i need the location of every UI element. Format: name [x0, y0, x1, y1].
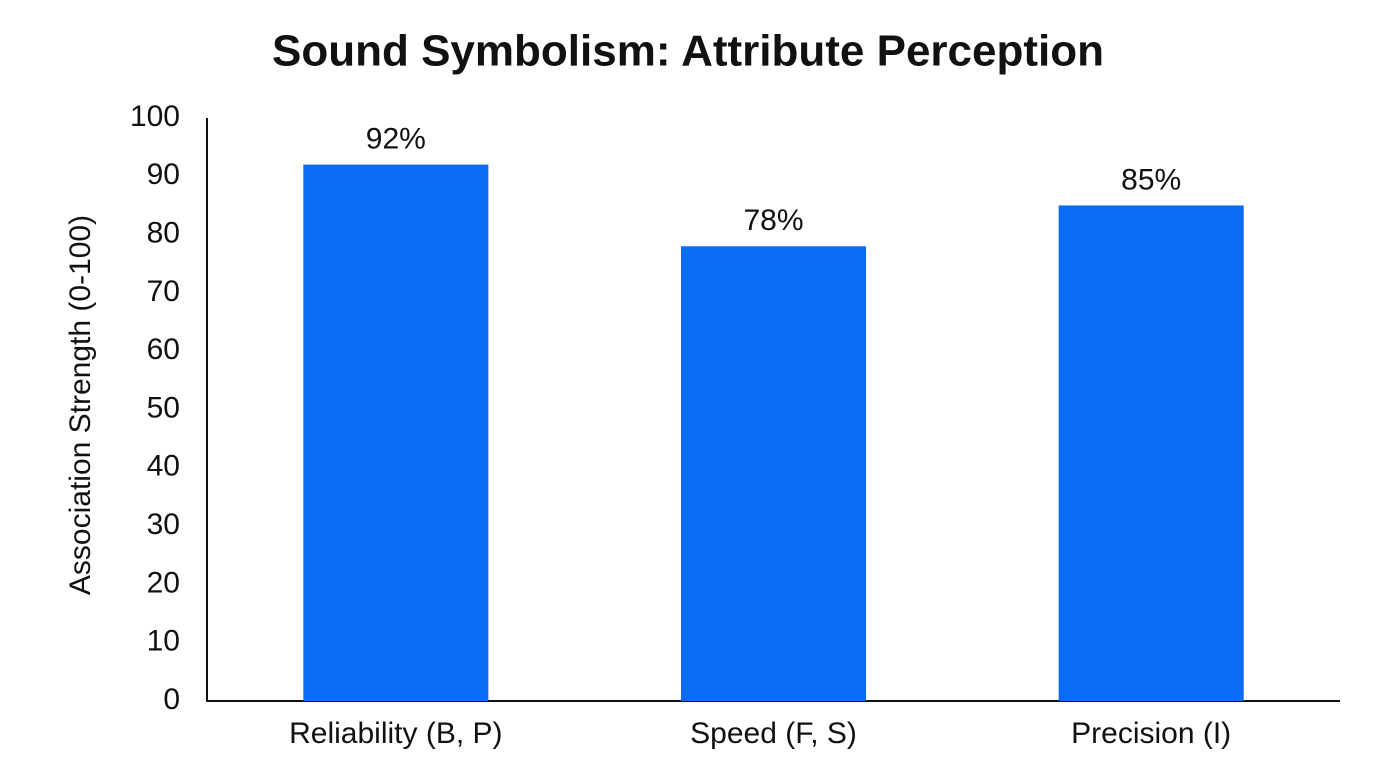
x-tick-label: Reliability (B, P): [289, 717, 502, 750]
x-tick-label: Precision (I): [1071, 717, 1231, 750]
value-label: 78%: [743, 204, 803, 237]
value-label: 92%: [366, 123, 426, 156]
y-tick-label: 10: [147, 625, 180, 658]
y-tick-label: 70: [147, 275, 180, 308]
y-tick-label: 30: [147, 508, 180, 541]
x-tick-label: Speed (F, S): [690, 717, 857, 750]
y-axis-label: Association Strength (0-100): [64, 215, 97, 595]
value-label: 85%: [1121, 163, 1181, 196]
bar: [680, 246, 867, 701]
bar: [303, 164, 489, 701]
y-tick-label: 20: [147, 566, 180, 599]
chart-title: Sound Symbolism: Attribute Perception: [272, 27, 1104, 76]
y-tick-label: 100: [130, 100, 180, 133]
y-tick-label: 90: [147, 158, 180, 191]
y-tick-label: 0: [163, 683, 180, 716]
y-tick-label: 60: [147, 333, 180, 366]
y-tick-label: 40: [147, 450, 180, 483]
bar: [1058, 205, 1244, 701]
y-tick-label: 80: [147, 217, 180, 250]
y-tick-label: 50: [147, 391, 180, 424]
